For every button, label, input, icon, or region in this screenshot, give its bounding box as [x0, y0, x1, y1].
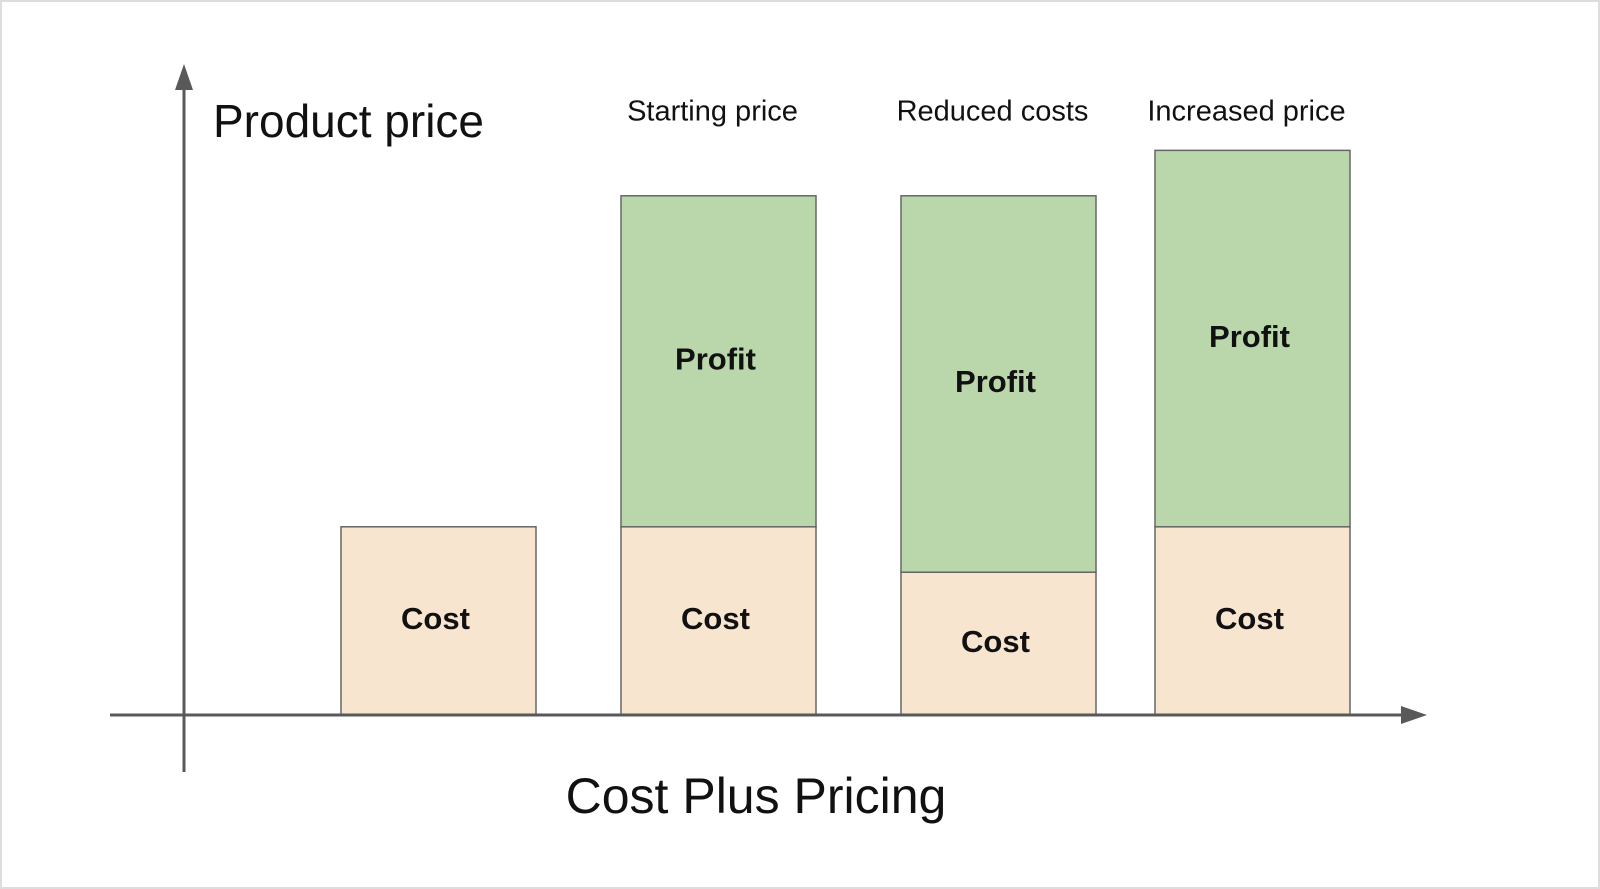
bar-segment [620, 526, 817, 716]
x-axis-arrow [1401, 706, 1427, 724]
segment-label: Cost [401, 601, 470, 636]
bar-segment [620, 195, 817, 528]
segment-label: Cost [1215, 601, 1284, 636]
bar-segment [900, 195, 1097, 573]
chart-title: Cost Plus Pricing [566, 768, 947, 824]
y-axis-label: Product price [213, 95, 484, 147]
category-label: Starting price [627, 96, 798, 128]
segment-label: Profit [1209, 319, 1290, 354]
bar-segment [900, 571, 1097, 716]
category-label: Increased price [1147, 96, 1345, 128]
bar-segment [1154, 526, 1351, 716]
segment-label: Profit [675, 341, 756, 376]
category-label: Reduced costs [897, 96, 1089, 128]
segment-label: Cost [681, 601, 750, 636]
bar-segment [1154, 149, 1351, 528]
segment-label: Profit [955, 364, 1036, 399]
segment-label: Cost [961, 624, 1030, 659]
y-axis-arrow [175, 64, 193, 90]
bar-segment [340, 526, 537, 716]
